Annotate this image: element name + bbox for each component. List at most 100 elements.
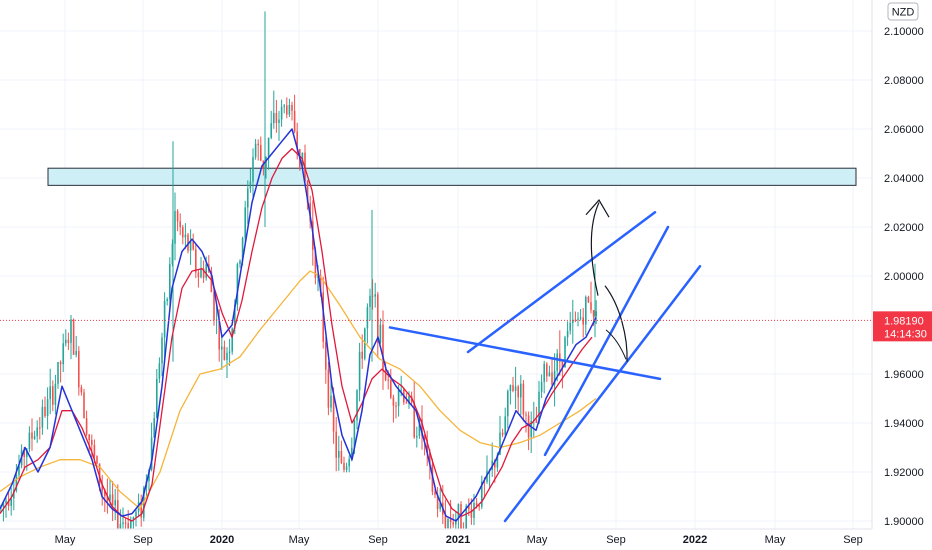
down-arrow-stroke bbox=[604, 285, 628, 362]
candle-body bbox=[509, 385, 512, 392]
candle-body bbox=[36, 427, 38, 437]
up-arrow-head bbox=[585, 199, 610, 218]
candle-body bbox=[46, 399, 49, 417]
curve-mark bbox=[605, 329, 627, 360]
candle-body bbox=[345, 466, 348, 470]
candle-body bbox=[369, 295, 371, 308]
candle-body bbox=[332, 395, 335, 432]
candle-body bbox=[564, 337, 566, 368]
candle-body bbox=[231, 328, 233, 352]
candle-body bbox=[379, 324, 382, 343]
candle-body bbox=[356, 390, 358, 421]
candle-body bbox=[574, 319, 577, 321]
candle-body bbox=[384, 370, 387, 380]
candle-body bbox=[202, 268, 205, 278]
candle-body bbox=[460, 504, 462, 529]
candle-body bbox=[124, 522, 127, 524]
candle-body bbox=[156, 378, 158, 419]
candle-body bbox=[452, 522, 454, 525]
candle-body bbox=[517, 386, 519, 398]
candle-body bbox=[553, 370, 556, 385]
candle-body bbox=[400, 389, 402, 391]
candle-body bbox=[119, 523, 122, 529]
candle-body bbox=[408, 395, 410, 404]
candle-body bbox=[234, 304, 236, 329]
candle-body bbox=[551, 372, 553, 385]
candle-body bbox=[366, 307, 369, 329]
candle-body bbox=[179, 221, 181, 228]
candle-body bbox=[569, 322, 571, 331]
y-tick-label: 2.02000 bbox=[884, 222, 924, 234]
candle-body bbox=[135, 511, 137, 518]
resistance-zone-box bbox=[47, 167, 857, 186]
candle-body bbox=[291, 104, 293, 111]
candle-body bbox=[257, 143, 259, 146]
candle-body bbox=[540, 381, 543, 392]
candle-body bbox=[507, 391, 509, 417]
candle-body bbox=[195, 249, 197, 273]
currency-label: NZD bbox=[892, 7, 915, 19]
candle-body bbox=[353, 420, 356, 448]
candle-body bbox=[390, 380, 392, 398]
candle-body bbox=[416, 435, 418, 438]
candle-body bbox=[543, 363, 545, 382]
candle-body bbox=[449, 519, 452, 523]
trend-drawings[interactable] bbox=[388, 199, 702, 523]
candle-body bbox=[236, 264, 239, 305]
candle-body bbox=[522, 383, 525, 415]
candle-body bbox=[413, 401, 415, 438]
candle-body bbox=[184, 234, 187, 238]
candle-body bbox=[319, 274, 322, 293]
candle-body bbox=[44, 406, 46, 417]
price-axis[interactable]: 2.10000 2.08000 2.06000 2.04000 2.02000 2.000… bbox=[871, 0, 932, 550]
candle-body bbox=[252, 157, 254, 182]
candle-body bbox=[150, 437, 153, 470]
candle-body bbox=[67, 339, 70, 343]
candle-body bbox=[559, 353, 561, 362]
candle-body bbox=[325, 341, 327, 370]
candle-body bbox=[109, 494, 111, 501]
candle-body bbox=[426, 439, 428, 453]
candle-body bbox=[267, 137, 270, 157]
candle-body bbox=[2, 503, 5, 508]
time-axis[interactable]: May Sep 2020 May Sep 2021 May Sep 2022 May Sep bbox=[0, 528, 932, 550]
candle-body bbox=[483, 481, 486, 483]
candle-body bbox=[514, 386, 517, 391]
candle-body bbox=[200, 268, 202, 278]
candle-body bbox=[18, 465, 20, 476]
moving-averages bbox=[0, 128, 597, 522]
candle-body bbox=[153, 418, 155, 438]
y-tick-label: 2.10000 bbox=[884, 26, 924, 38]
candle-body bbox=[132, 517, 135, 521]
candle-body bbox=[527, 415, 530, 438]
resistance-zone[interactable] bbox=[47, 167, 857, 186]
candle-body bbox=[561, 361, 564, 368]
candle-body bbox=[504, 416, 506, 435]
candle-body bbox=[31, 432, 33, 439]
candle-body bbox=[223, 346, 226, 360]
candle-body bbox=[163, 300, 166, 338]
candle-body bbox=[41, 406, 44, 428]
candle-body bbox=[221, 346, 223, 350]
candle-body bbox=[465, 506, 467, 529]
candle-body bbox=[520, 383, 522, 398]
candle-body bbox=[249, 181, 252, 189]
candle-body bbox=[182, 227, 184, 238]
candle-body bbox=[556, 353, 558, 371]
candle-body bbox=[85, 418, 88, 435]
candle-body bbox=[371, 295, 374, 297]
candle-body bbox=[49, 386, 51, 400]
candle-body bbox=[187, 234, 189, 251]
candle-body bbox=[13, 490, 15, 499]
candle-body bbox=[5, 500, 7, 504]
candle-body bbox=[197, 272, 200, 278]
candle-body bbox=[101, 483, 103, 491]
candle-body bbox=[265, 156, 267, 169]
candle-body bbox=[59, 362, 62, 365]
currency-badge[interactable] bbox=[887, 2, 919, 21]
y-tick-label: 2.06000 bbox=[884, 124, 924, 136]
candle-body bbox=[7, 500, 10, 507]
candle-body bbox=[405, 402, 408, 404]
candle-body bbox=[572, 319, 574, 323]
